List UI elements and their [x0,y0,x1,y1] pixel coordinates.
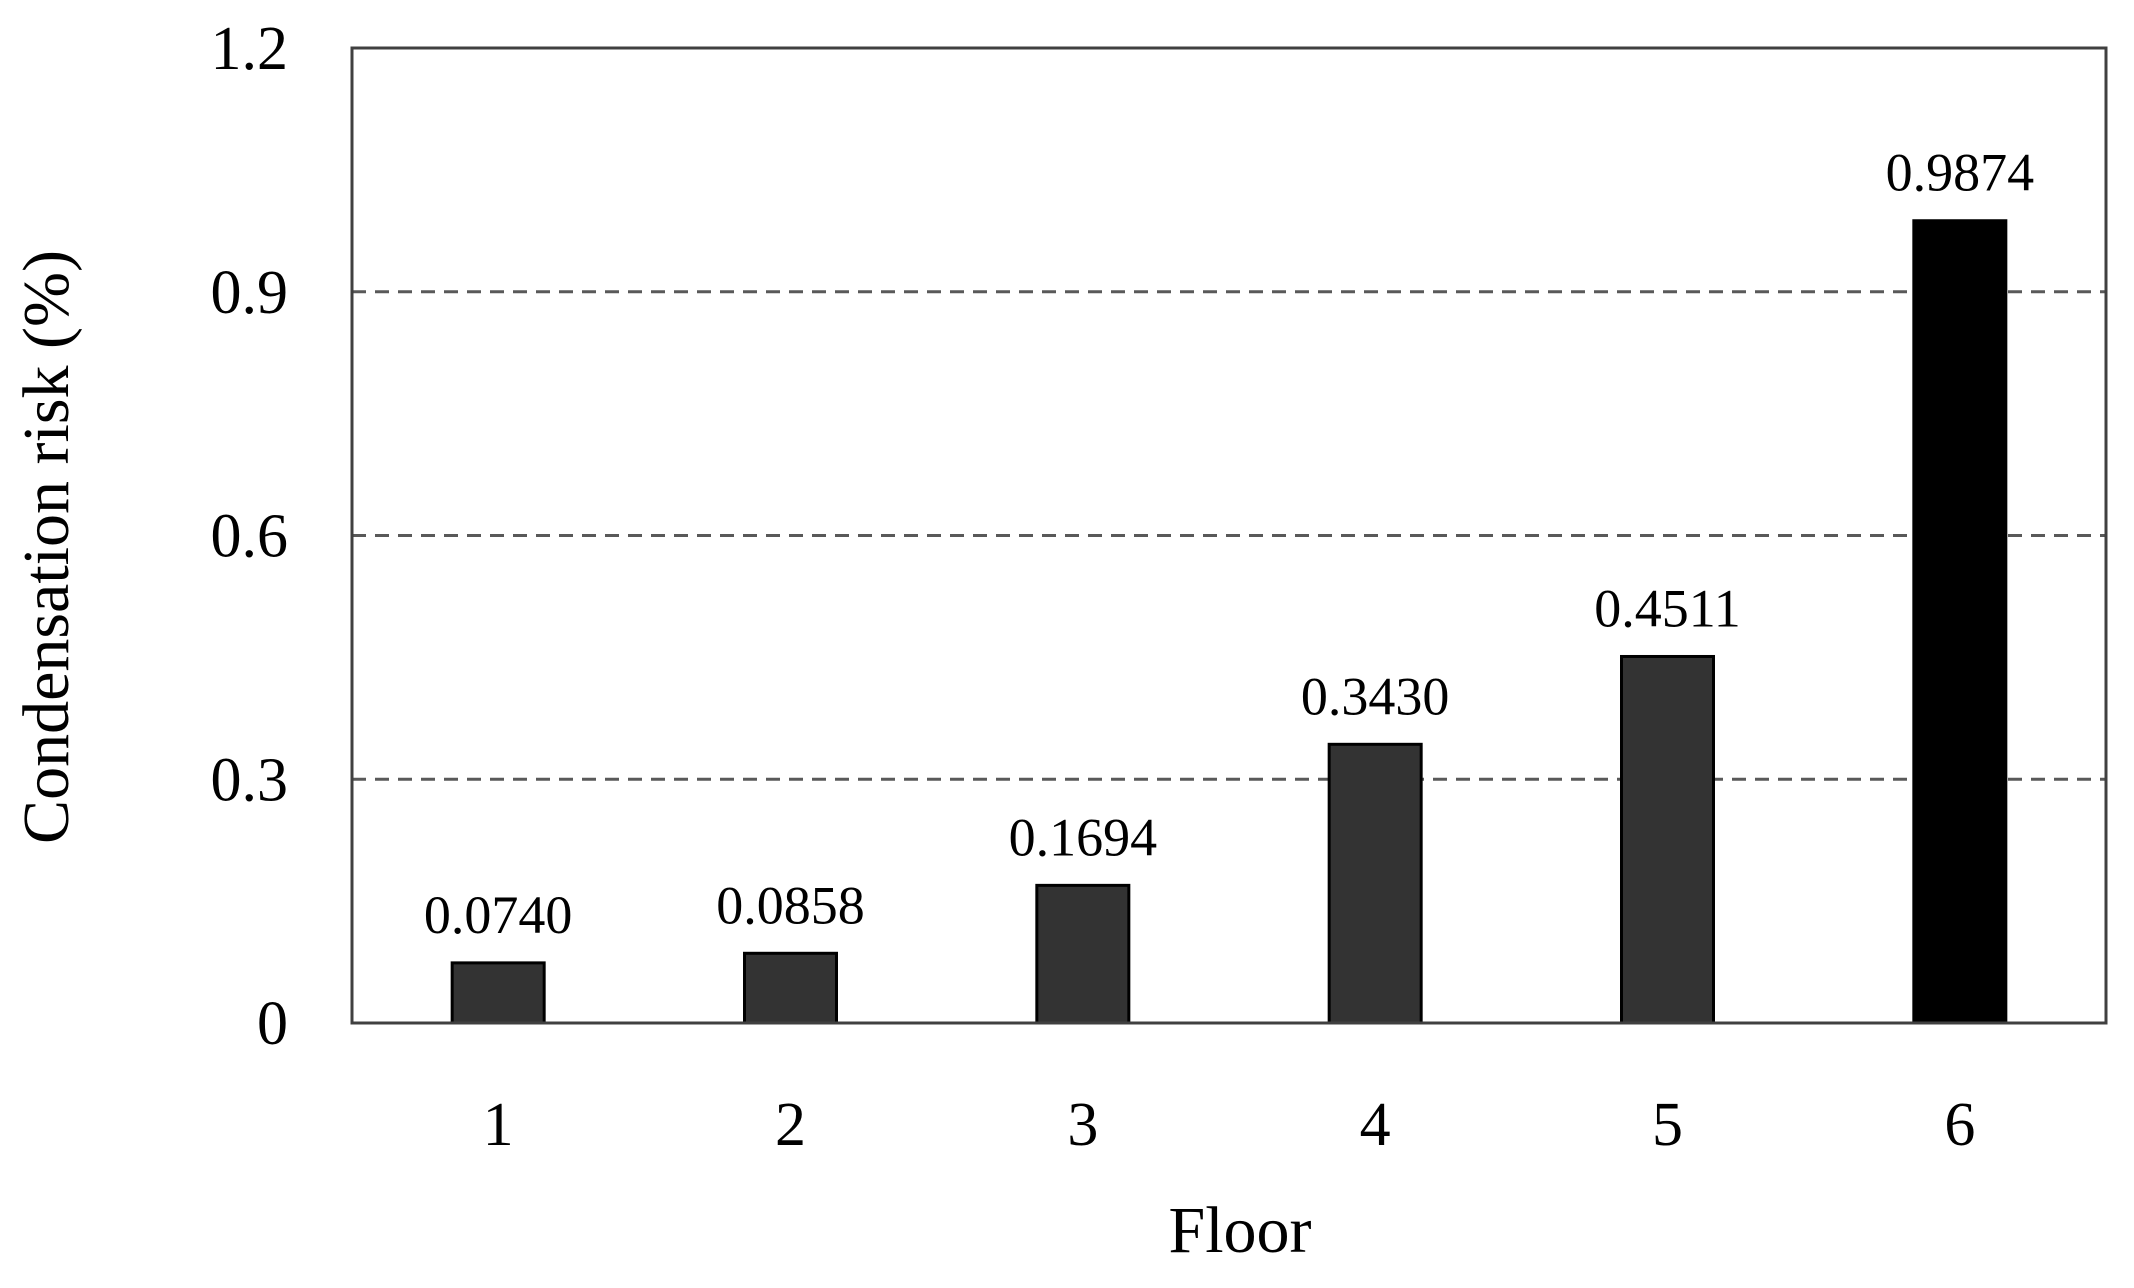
x-tick-labels: 1 2 3 4 5 6 [483,1091,1976,1159]
data-labels: 0.0740 0.0858 0.1694 0.3430 0.4511 0.9874 [424,143,2034,945]
y-tick-label: 0.6 [211,503,289,571]
data-label: 0.4511 [1594,578,1741,638]
plot-frame [350,46,2108,1025]
y-tick-label: 0.9 [211,259,289,327]
bar-floor-6 [1912,219,2008,1025]
y-tick-label: 0 [257,990,288,1058]
data-label: 0.0858 [716,875,865,935]
bars [450,219,2008,1025]
x-axis-title: Floor [1168,1194,1311,1267]
data-label: 0.9874 [1886,143,2035,203]
y-tick-labels: 0 0.3 0.6 0.9 1.2 [211,15,289,1058]
data-label: 0.0740 [424,885,573,945]
bar-floor-3 [1035,883,1131,1025]
x-tick-label: 4 [1360,1091,1391,1159]
data-label: 0.3430 [1301,666,1450,726]
x-tick-label: 3 [1067,1091,1098,1159]
bar-floor-5 [1620,654,1715,1025]
y-axis-title: Condensation risk (%) [10,250,83,844]
y-tick-label: 0.3 [211,746,289,814]
bar-floor-1 [450,961,546,1025]
x-tick-label: 6 [1944,1091,1975,1159]
y-tick-label: 1.2 [211,15,289,83]
x-tick-label: 1 [483,1091,514,1159]
data-label: 0.1694 [1009,807,1158,867]
bar-floor-2 [743,951,838,1025]
x-tick-label: 5 [1652,1091,1683,1159]
x-tick-label: 2 [775,1091,806,1159]
gridlines [352,290,2106,781]
bar-floor-4 [1327,742,1423,1025]
